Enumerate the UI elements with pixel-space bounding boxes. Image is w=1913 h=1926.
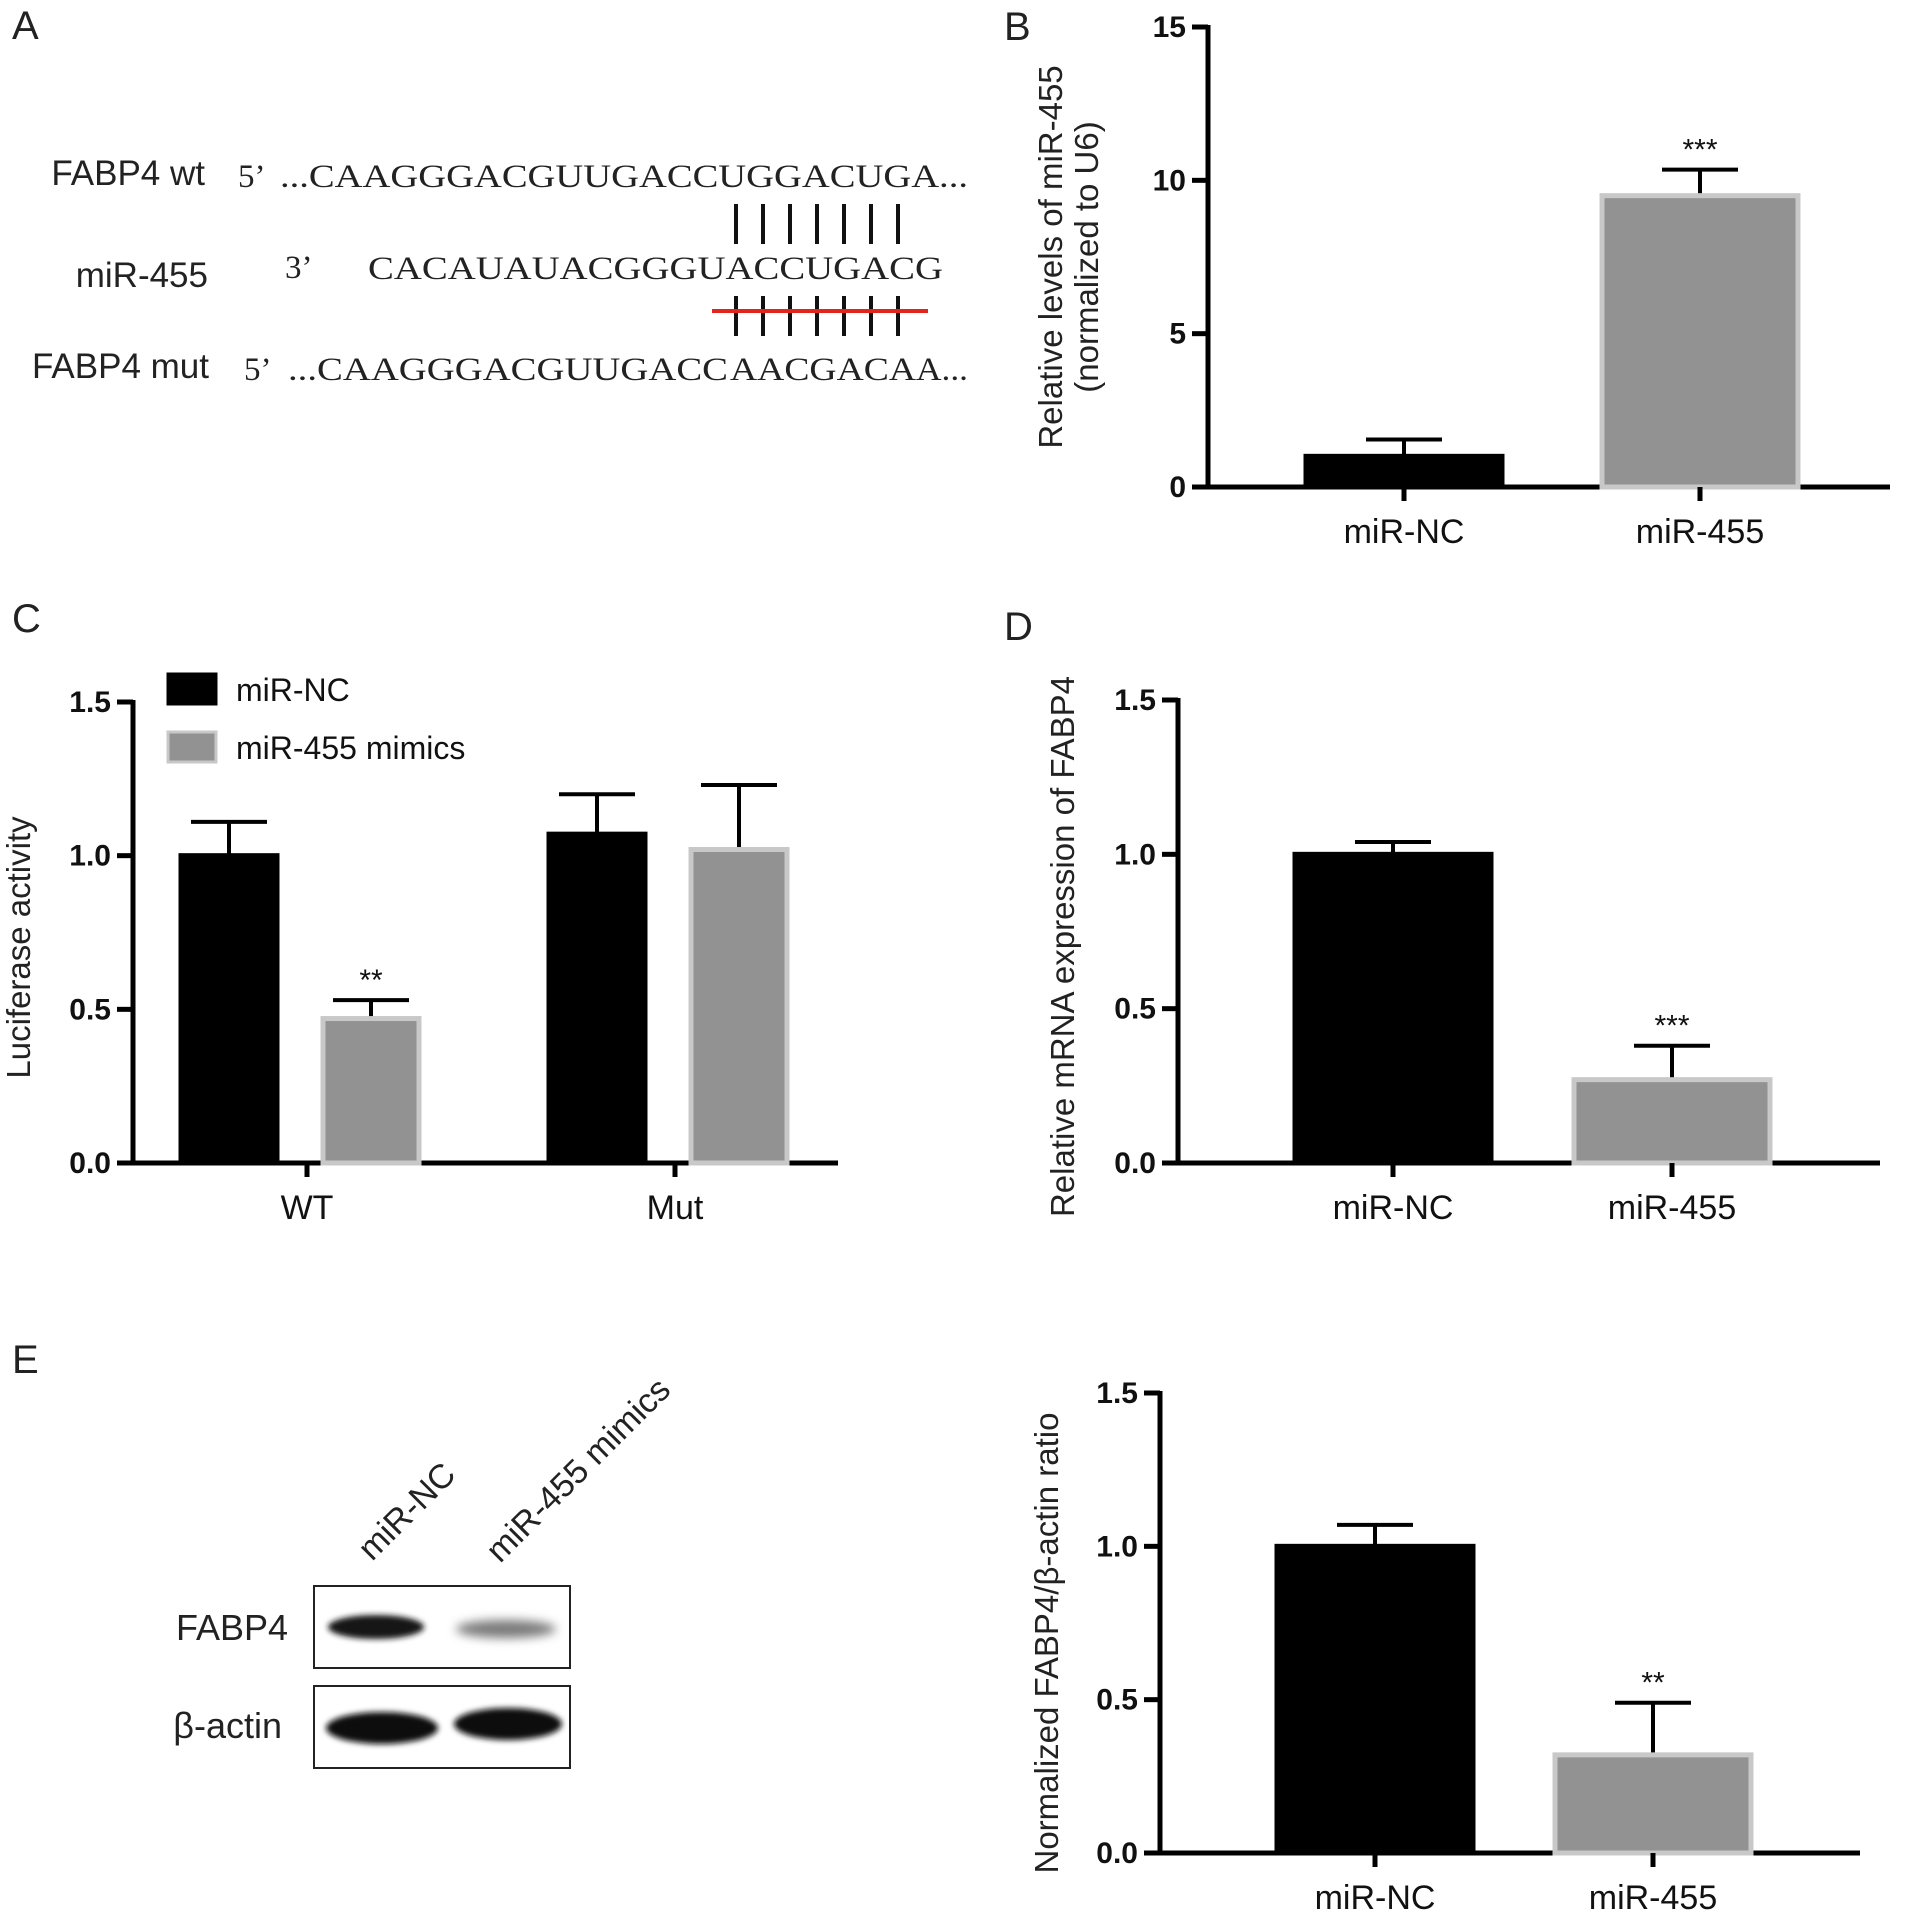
y-tick-label: 5 (1169, 318, 1186, 351)
lane-label-mir-nc: miR-NC (351, 1455, 463, 1567)
y-tick-label: 0.0 (69, 1147, 111, 1180)
row-name: miR-455 (76, 256, 208, 295)
x-tick-label: miR-NC (1344, 513, 1465, 551)
bar (178, 853, 280, 1166)
bar (1571, 1077, 1773, 1166)
significance-label: *** (1682, 134, 1717, 167)
row-sequence-mutated: AACGACA (730, 352, 916, 388)
row-sequence: CACAUAUACGGGUACCUGACG (368, 251, 943, 287)
y-tick-label: 15 (1153, 11, 1186, 44)
y-tick-label: 0.5 (1114, 993, 1156, 1026)
row-name: FABP4 mut (32, 347, 209, 386)
legend-swatch (166, 672, 218, 706)
band-fabp4-mir-nc (328, 1615, 424, 1639)
x-tick-label: Mut (647, 1189, 704, 1227)
bar (1274, 1543, 1476, 1856)
chart-c-luciferase-activity: 0.0 0.5 1.0 1.5 Luciferase activity ** WT Mut mi… (0, 672, 838, 1227)
y-tick-label: 1.0 (1096, 1530, 1138, 1563)
bar (1552, 1752, 1754, 1856)
legend-label: miR-NC (236, 672, 350, 708)
y-tick-label: 0 (1169, 471, 1186, 504)
band-beta-actin-mir455 (454, 1708, 562, 1740)
band-fabp4-mir455 (456, 1620, 556, 1638)
western-blot-panel: miR-NC miR-455 mimics FABP4 β-actin (173, 1370, 678, 1769)
panel-letter-c: C (12, 597, 41, 641)
bar-1: *** (1571, 1010, 1773, 1166)
row-fabp4-mut: FABP4 mut 5’ ...CAAGGGACGUUGACC AACGACA … (32, 347, 968, 388)
band-label-beta-actin: β-actin (173, 1705, 282, 1746)
row-end: 5’ (238, 159, 266, 195)
y-tick-label: 0.5 (69, 993, 111, 1026)
bar (546, 831, 648, 1166)
row-end: 3’ (285, 250, 313, 286)
bar-wt-1: ** (320, 964, 422, 1166)
panel-letter-e: E (12, 1338, 39, 1382)
legend-label: miR-455 mimics (236, 730, 465, 766)
y-axis-label: Luciferase activity (0, 816, 37, 1079)
y-tick-label: 1.0 (69, 840, 111, 873)
panel-letter-a: A (12, 4, 39, 48)
y-axis-label: Normalized FABP4/β-actin ratio (1028, 1413, 1065, 1874)
y-axis-label: Relative levels of miR-455(normalized to… (1032, 65, 1105, 448)
chart-b-mir455-levels: B 0 5 10 15 Relative levels of miR-455(normal… (1004, 5, 1890, 551)
y-tick-label: 1.0 (1114, 838, 1156, 871)
sequence-alignment-panel: FABP4 wt 5’ ...CAAGGGACGUUGACCUGGACUGA..… (32, 154, 968, 388)
bar-wt-0 (178, 819, 280, 1166)
y-tick-label: 0.5 (1096, 1684, 1138, 1717)
bar (320, 1016, 422, 1166)
x-tick-label: miR-455 (1608, 1189, 1736, 1227)
pairing-lines-wt (734, 204, 900, 244)
row-name: FABP4 wt (51, 154, 205, 193)
panel-letter: D (1004, 605, 1033, 649)
significance-label: ** (359, 964, 383, 997)
row-mir-455: miR-455 3’ CACAUAUACGGGUACCUGACG (76, 250, 943, 295)
row-sequence: ...CAAGGGACGUUGACC (288, 352, 728, 388)
y-tick-label: 1.5 (1096, 1377, 1138, 1410)
lane-label-mir455-mimics: miR-455 mimics (479, 1370, 678, 1569)
x-tick-label: miR-NC (1315, 1879, 1436, 1917)
bar-0 (1303, 437, 1505, 490)
legend: miR-NC miR-455 mimics (166, 672, 465, 766)
significance-label: ** (1641, 1667, 1665, 1700)
x-tick-label: miR-455 (1636, 513, 1764, 551)
row-sequence-tail: A... (916, 352, 968, 388)
row-end: 5’ (244, 352, 272, 388)
bar-1: ** (1552, 1667, 1754, 1856)
pairing-lines-mut (734, 296, 900, 336)
row-fabp4-wt: FABP4 wt 5’ ...CAAGGGACGUUGACCUGGACUGA..… (51, 154, 968, 195)
bar-1: *** (1599, 134, 1801, 490)
y-axis-label: Relative mRNA expression of FABP4 (1044, 676, 1081, 1217)
x-tick-label: miR-NC (1333, 1189, 1454, 1227)
bar (1303, 453, 1505, 490)
bar (1599, 193, 1801, 490)
significance-label: *** (1654, 1010, 1689, 1043)
y-tick-label: 0.0 (1114, 1147, 1156, 1180)
band-label-fabp4: FABP4 (176, 1607, 288, 1648)
bar-mut-1 (688, 782, 790, 1166)
x-tick-label: miR-455 (1589, 1879, 1717, 1917)
chart-d-fabp4-mrna: D 0.0 0.5 1.0 1.5 Relative mRNA expression of… (1004, 605, 1880, 1227)
y-tick-label: 1.5 (69, 686, 111, 719)
bar-0 (1292, 839, 1494, 1166)
bar-mut-0 (546, 792, 648, 1166)
legend-swatch (166, 730, 218, 764)
chart-e-fabp4-ratio: 0.0 0.5 1.0 1.5 Normalized FABP4/β-actin rat… (1028, 1377, 1860, 1917)
y-tick-label: 0.0 (1096, 1837, 1138, 1870)
bar-0 (1274, 1522, 1476, 1856)
bar (1292, 851, 1494, 1166)
bar (688, 847, 790, 1166)
panel-letter: B (1004, 5, 1031, 49)
row-sequence: ...CAAGGGACGUUGACCUGGACUGA... (280, 159, 968, 195)
y-tick-label: 1.5 (1114, 684, 1156, 717)
band-beta-actin-mir-nc (326, 1712, 438, 1744)
x-tick-label: WT (281, 1189, 334, 1227)
y-tick-label: 10 (1153, 164, 1186, 197)
